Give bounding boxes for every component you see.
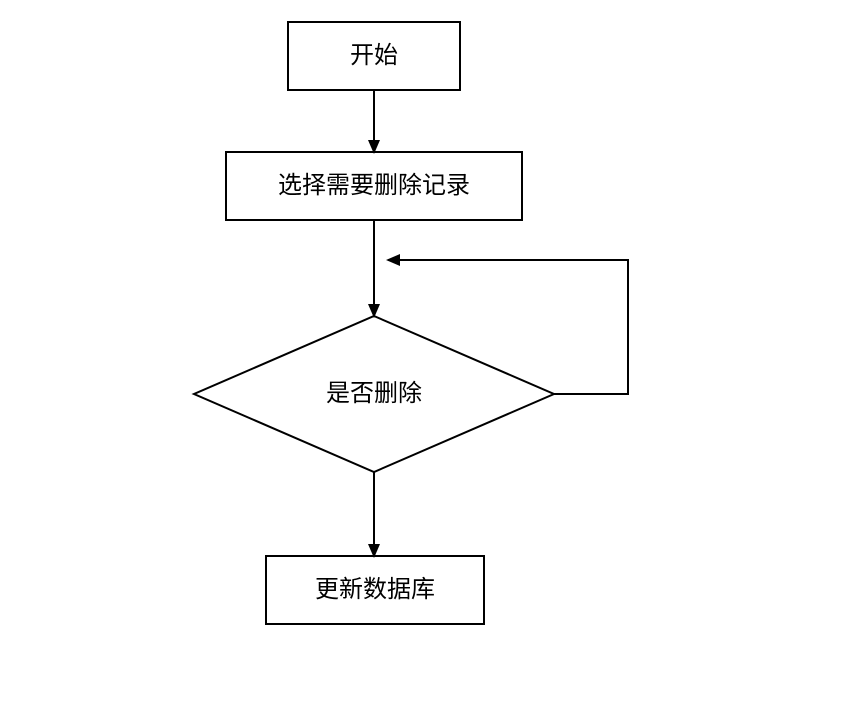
node-update-label: 更新数据库 (315, 576, 435, 603)
node-update: 更新数据库 (266, 556, 484, 624)
node-start-label: 开始 (350, 42, 398, 69)
node-start: 开始 (288, 22, 460, 90)
flowchart-canvas: 开始 选择需要删除记录 是否删除 更新数据库 (0, 0, 844, 710)
node-decision: 是否删除 (194, 316, 554, 472)
node-select-label: 选择需要删除记录 (278, 172, 470, 199)
node-decision-label: 是否删除 (326, 380, 422, 407)
node-select: 选择需要删除记录 (226, 152, 522, 220)
